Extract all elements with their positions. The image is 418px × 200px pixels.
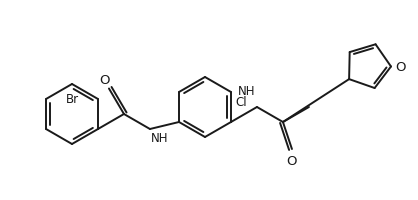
Text: Br: Br — [66, 93, 79, 105]
Text: Cl: Cl — [235, 96, 247, 108]
Text: NH: NH — [238, 85, 256, 98]
Text: NH: NH — [151, 131, 168, 144]
Text: O: O — [100, 74, 110, 87]
Text: O: O — [395, 61, 405, 74]
Text: O: O — [287, 154, 297, 167]
